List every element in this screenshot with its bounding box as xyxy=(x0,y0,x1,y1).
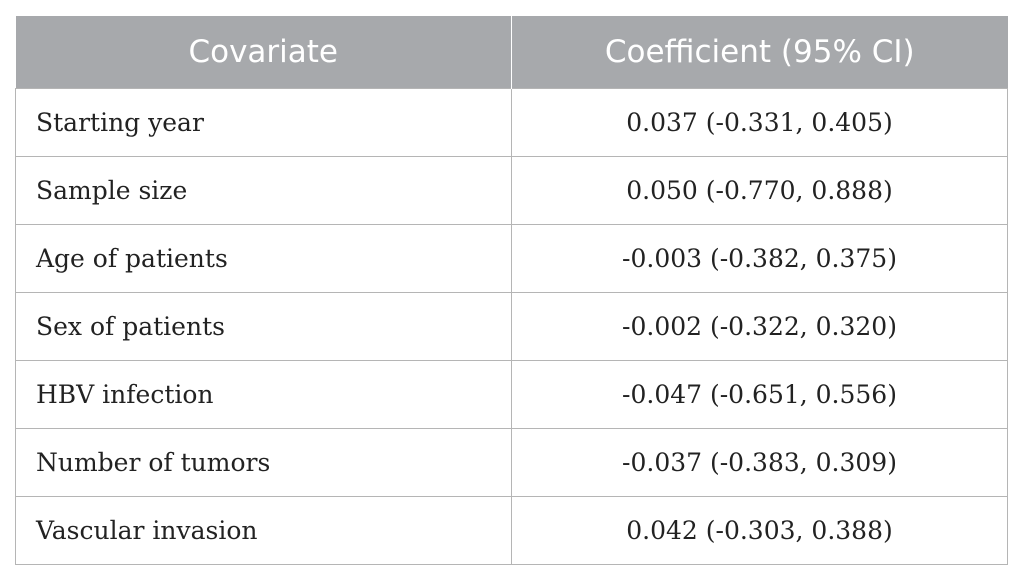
coefficient-cell: 0.042 (-0.303, 0.388) xyxy=(511,496,1008,565)
coefficient-cell: -0.037 (-0.383, 0.309) xyxy=(511,428,1008,497)
table-row: HBV infection -0.047 (-0.651, 0.556) xyxy=(15,360,1008,429)
table-row: Starting year 0.037 (-0.331, 0.405) xyxy=(15,88,1008,157)
covariate-cell: Sample size xyxy=(15,156,512,225)
covariate-cell: HBV infection xyxy=(15,360,512,429)
table-header: Covariate Coefficient (95% CI) xyxy=(15,16,1008,89)
coefficient-cell: -0.002 (-0.322, 0.320) xyxy=(511,292,1008,361)
covariate-cell: Age of patients xyxy=(15,224,512,293)
header-coefficient: Coefficient (95% CI) xyxy=(511,16,1008,89)
header-covariate: Covariate xyxy=(15,16,512,89)
table-body: Starting year 0.037 (-0.331, 0.405) Samp… xyxy=(15,88,1008,565)
covariate-cell: Vascular invasion xyxy=(15,496,512,565)
coefficient-cell: -0.003 (-0.382, 0.375) xyxy=(511,224,1008,293)
coefficient-cell: 0.037 (-0.331, 0.405) xyxy=(511,88,1008,157)
table-row: Sample size 0.050 (-0.770, 0.888) xyxy=(15,156,1008,225)
covariate-table-container: Covariate Coefficient (95% CI) Starting … xyxy=(15,16,1008,565)
coefficient-cell: -0.047 (-0.651, 0.556) xyxy=(511,360,1008,429)
covariate-cell: Number of tumors xyxy=(15,428,512,497)
header-row: Covariate Coefficient (95% CI) xyxy=(15,16,1008,89)
coefficient-cell: 0.050 (-0.770, 0.888) xyxy=(511,156,1008,225)
table-row: Vascular invasion 0.042 (-0.303, 0.388) xyxy=(15,496,1008,565)
table-row: Number of tumors -0.037 (-0.383, 0.309) xyxy=(15,428,1008,497)
table-row: Sex of patients -0.002 (-0.322, 0.320) xyxy=(15,292,1008,361)
covariate-table: Covariate Coefficient (95% CI) Starting … xyxy=(15,16,1008,565)
covariate-cell: Sex of patients xyxy=(15,292,512,361)
covariate-cell: Starting year xyxy=(15,88,512,157)
table-row: Age of patients -0.003 (-0.382, 0.375) xyxy=(15,224,1008,293)
